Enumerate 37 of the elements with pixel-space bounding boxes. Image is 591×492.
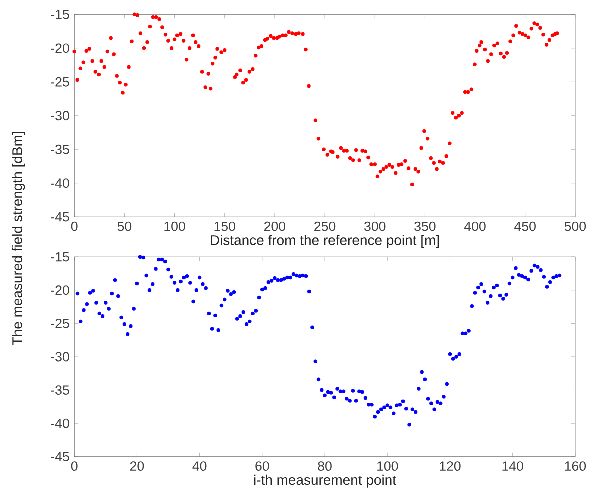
y-tick-label: -25 (51, 77, 70, 87)
y-tick-label: -15 (51, 252, 70, 262)
x-tick-label: 400 (464, 222, 486, 232)
x-tick-label: 40 (192, 461, 207, 471)
y-tick-label: -35 (51, 144, 70, 154)
y-tick-label: -40 (51, 418, 70, 428)
x-axis-title: i-th measurement point (254, 474, 396, 488)
y-tick-label: -35 (51, 385, 70, 395)
x-tick-label: 50 (118, 222, 132, 232)
x-tick-label: 80 (318, 461, 332, 471)
x-tick-label: 140 (502, 461, 524, 471)
x-tick-label: 450 (514, 222, 536, 232)
x-tick-label: 160 (565, 461, 586, 471)
y-axis-title: The measured field strength [dBm] (12, 132, 26, 346)
x-tick-label: 250 (314, 222, 336, 232)
x-tick-label: 20 (130, 461, 144, 471)
x-tick-label: 60 (256, 461, 270, 471)
y-tick-label: -45 (51, 212, 70, 222)
y-tick-label: -45 (51, 452, 70, 462)
x-tick-label: 0 (71, 222, 78, 232)
x-tick-label: 0 (71, 461, 78, 471)
y-tick-label: -15 (51, 10, 70, 20)
x-tick-label: 200 (264, 222, 286, 232)
x-tick-label: 350 (414, 222, 436, 232)
x-tick-label: 120 (440, 461, 461, 471)
x-axis-title: Distance from the reference point [m] (211, 234, 440, 248)
y-tick-label: -20 (51, 44, 70, 53)
y-tick-label: -30 (51, 352, 70, 362)
x-tick-label: 150 (214, 222, 236, 232)
x-tick-label: 500 (564, 222, 586, 232)
y-tick-label: -30 (51, 111, 70, 120)
x-tick-label: 300 (364, 222, 386, 232)
x-tick-label: 100 (378, 461, 398, 471)
y-tick-label: -20 (51, 286, 70, 295)
y-tick-label: -40 (51, 178, 70, 188)
x-tick-label: 100 (164, 222, 186, 232)
y-tick-label: -25 (51, 318, 70, 328)
